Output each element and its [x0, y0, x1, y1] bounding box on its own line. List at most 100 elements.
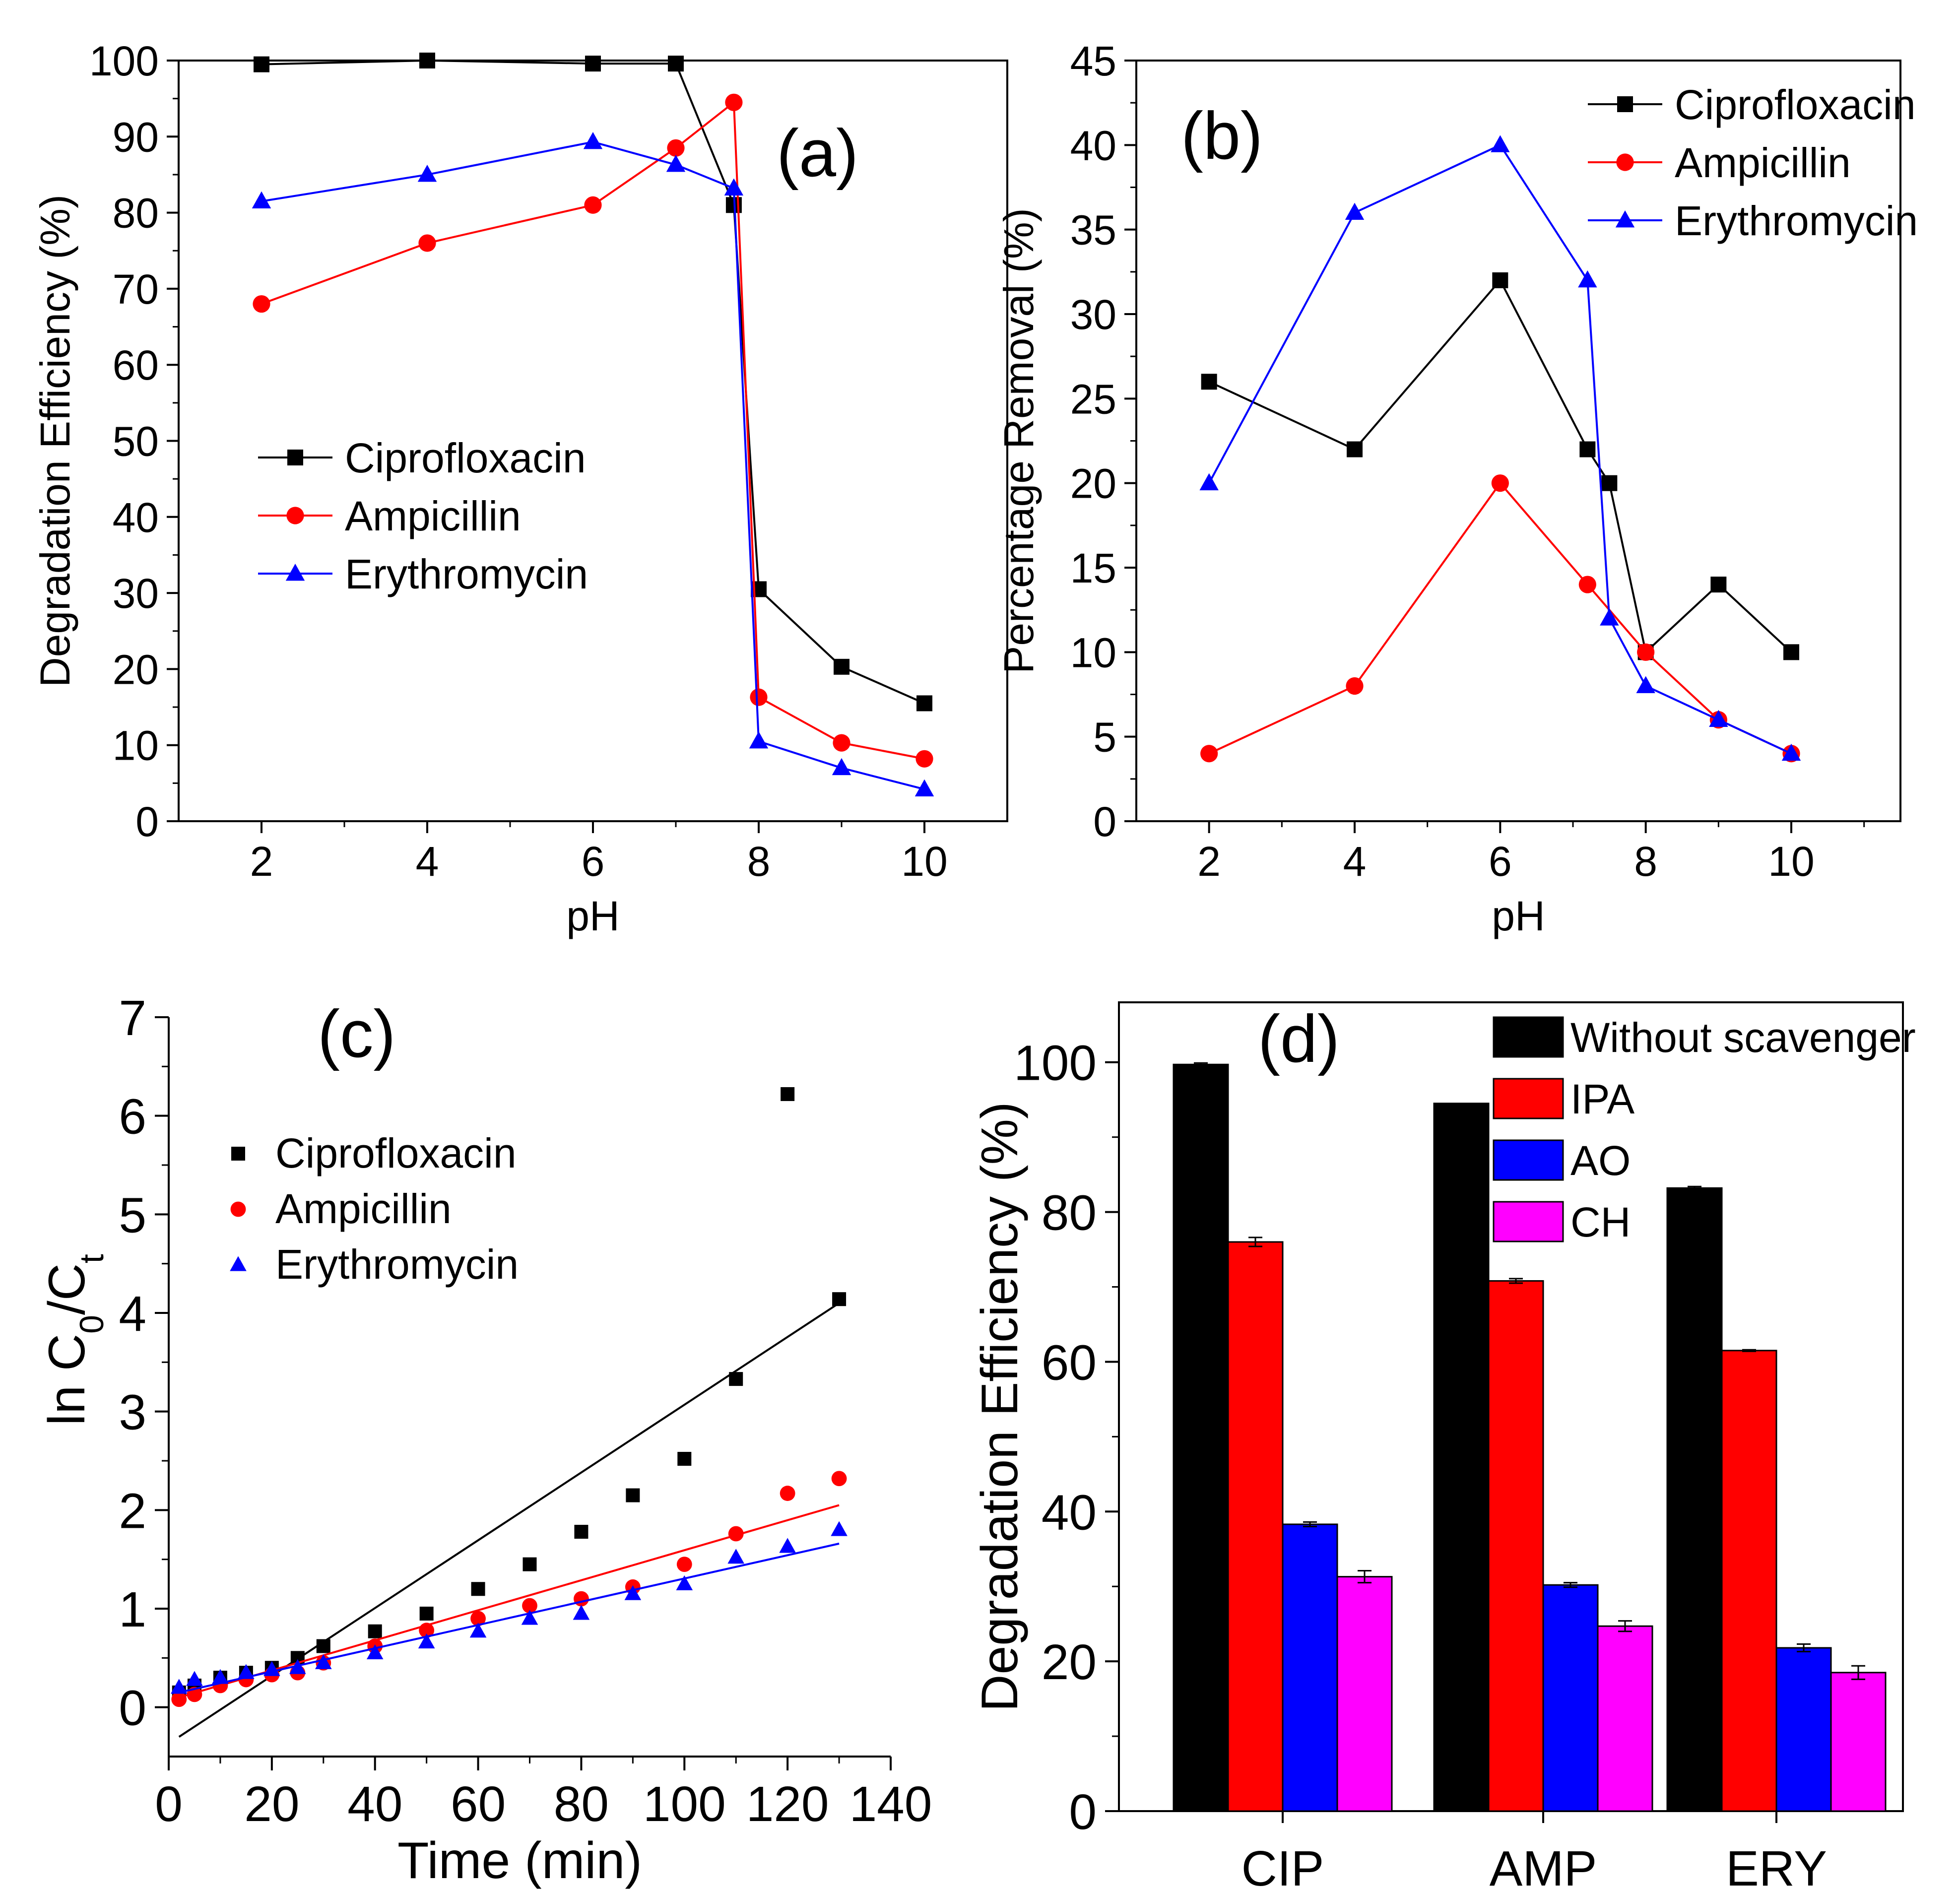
- y-tick-label: 0: [1093, 798, 1116, 845]
- data-point: [833, 734, 850, 752]
- series-ampicillin: [253, 93, 933, 768]
- data-point: [253, 295, 270, 313]
- data-point: [252, 191, 271, 209]
- x-tick-label: 8: [747, 838, 771, 885]
- x-tick-label: 6: [582, 838, 605, 885]
- data-point: [1345, 202, 1365, 220]
- data-point: [1578, 576, 1596, 593]
- y-tick-label: 25: [1070, 376, 1116, 422]
- data-point: [831, 1471, 847, 1487]
- data-point: [834, 658, 849, 675]
- y-tick-label: 50: [113, 418, 159, 465]
- bar-ipa: [1227, 1241, 1284, 1812]
- bar-group-cip: CIP: [1173, 1062, 1393, 1891]
- panel-3: 0 20 40 60 80 100 Degradation Efficiency (%) (d…: [971, 1001, 1916, 1891]
- x-tick-label: 0: [155, 1776, 183, 1832]
- data-point: [254, 56, 269, 72]
- data-point: [725, 93, 743, 111]
- legend-swatch: [1493, 1201, 1564, 1242]
- y-tick-label: 6: [119, 1089, 146, 1145]
- y-tick-label: 40: [1042, 1485, 1097, 1540]
- legend-entry: Ampicillin: [230, 1185, 452, 1232]
- y-axis-title: ln C0/Ct: [38, 1254, 111, 1426]
- data-point: [170, 1679, 188, 1694]
- data-point: [1600, 608, 1619, 626]
- legend-label: AO: [1570, 1137, 1631, 1184]
- x-tick-label: 2: [1197, 838, 1221, 885]
- data-point: [832, 758, 851, 776]
- bar-group-amp: AMP: [1433, 1103, 1653, 1891]
- x-tick-label: 40: [347, 1776, 402, 1832]
- y-axis-title: Degradation Efficiency (%): [32, 195, 78, 687]
- data-point: [584, 196, 602, 214]
- series-ciprofloxacin: [1201, 272, 1799, 660]
- data-point: [781, 1087, 795, 1101]
- x-tick-label: 2: [250, 838, 273, 885]
- legend-label: Ampicillin: [345, 493, 521, 539]
- legend-marker: [287, 450, 303, 465]
- x-tick-label: 6: [1489, 838, 1512, 885]
- data-point: [728, 1526, 744, 1542]
- legend-entry: Ampicillin: [1588, 139, 1851, 186]
- y-tick-label: 1: [119, 1582, 146, 1637]
- data-point: [780, 1486, 795, 1501]
- data-point: [1346, 677, 1364, 695]
- series-line: [1208, 278, 1792, 654]
- y-tick-label: 100: [1014, 1036, 1097, 1091]
- bar-ao: [1775, 1647, 1832, 1812]
- y-tick-label: 0: [1069, 1784, 1097, 1840]
- legend-label: IPA: [1570, 1076, 1634, 1122]
- series-line: [1208, 143, 1792, 755]
- data-point: [1200, 745, 1218, 763]
- x-axis-title: pH: [1492, 893, 1545, 939]
- fit-line: [179, 1542, 840, 1694]
- legend-entry: CH: [1493, 1199, 1631, 1245]
- y-axis-title: Percentage Removal (%): [995, 208, 1042, 673]
- bar-ch: [1597, 1625, 1653, 1812]
- legend-entry: Erythromycin: [230, 1241, 519, 1288]
- x-tick-label: 100: [643, 1776, 726, 1832]
- data-point: [212, 1669, 229, 1684]
- data-point: [419, 53, 435, 68]
- y-tick-label: 40: [113, 494, 159, 541]
- bar-ch: [1336, 1576, 1393, 1812]
- x-tick-label: 80: [554, 1776, 609, 1832]
- series-erythromycin: [1199, 135, 1801, 761]
- y-tick-label: 5: [1093, 714, 1116, 761]
- data-point: [677, 1452, 692, 1466]
- panel-letter: (c): [318, 996, 395, 1071]
- data-point: [316, 1639, 330, 1653]
- data-point: [523, 1557, 537, 1571]
- y-tick-label: 45: [1070, 38, 1116, 84]
- bar-ao: [1282, 1523, 1338, 1812]
- y-tick-label: 10: [1070, 629, 1116, 676]
- x-tick-label: AMP: [1490, 1841, 1597, 1891]
- bar-without-scavenger: [1666, 1187, 1723, 1812]
- y-tick-label: 5: [119, 1187, 146, 1243]
- legend-swatch: [1493, 1139, 1564, 1181]
- data-point: [1636, 676, 1655, 693]
- legend-entry: IPA: [1493, 1076, 1634, 1122]
- legend-marker: [230, 1201, 246, 1217]
- data-point: [729, 1372, 743, 1386]
- data-point: [263, 1661, 280, 1676]
- data-point: [1199, 473, 1219, 491]
- data-point: [315, 1654, 332, 1669]
- bar-ipa: [1488, 1280, 1544, 1812]
- data-point: [186, 1671, 203, 1686]
- legend-entry: Ciprofloxacin: [231, 1130, 517, 1176]
- data-point: [469, 1623, 487, 1638]
- legend-label: Erythromycin: [275, 1241, 519, 1288]
- y-tick-label: 0: [135, 798, 159, 845]
- data-point: [727, 1549, 745, 1564]
- data-point: [1601, 475, 1618, 491]
- legend-entry: AO: [1493, 1137, 1631, 1184]
- fit-line: [179, 1504, 840, 1698]
- legend-entry: Ciprofloxacin: [1588, 81, 1916, 128]
- data-point: [1492, 272, 1508, 288]
- series-ampicillin: [1200, 474, 1800, 763]
- series-erythromycin: [252, 132, 934, 797]
- y-tick-label: 60: [113, 342, 159, 389]
- legend-label: Ampicillin: [275, 1185, 452, 1232]
- data-point: [289, 1659, 306, 1674]
